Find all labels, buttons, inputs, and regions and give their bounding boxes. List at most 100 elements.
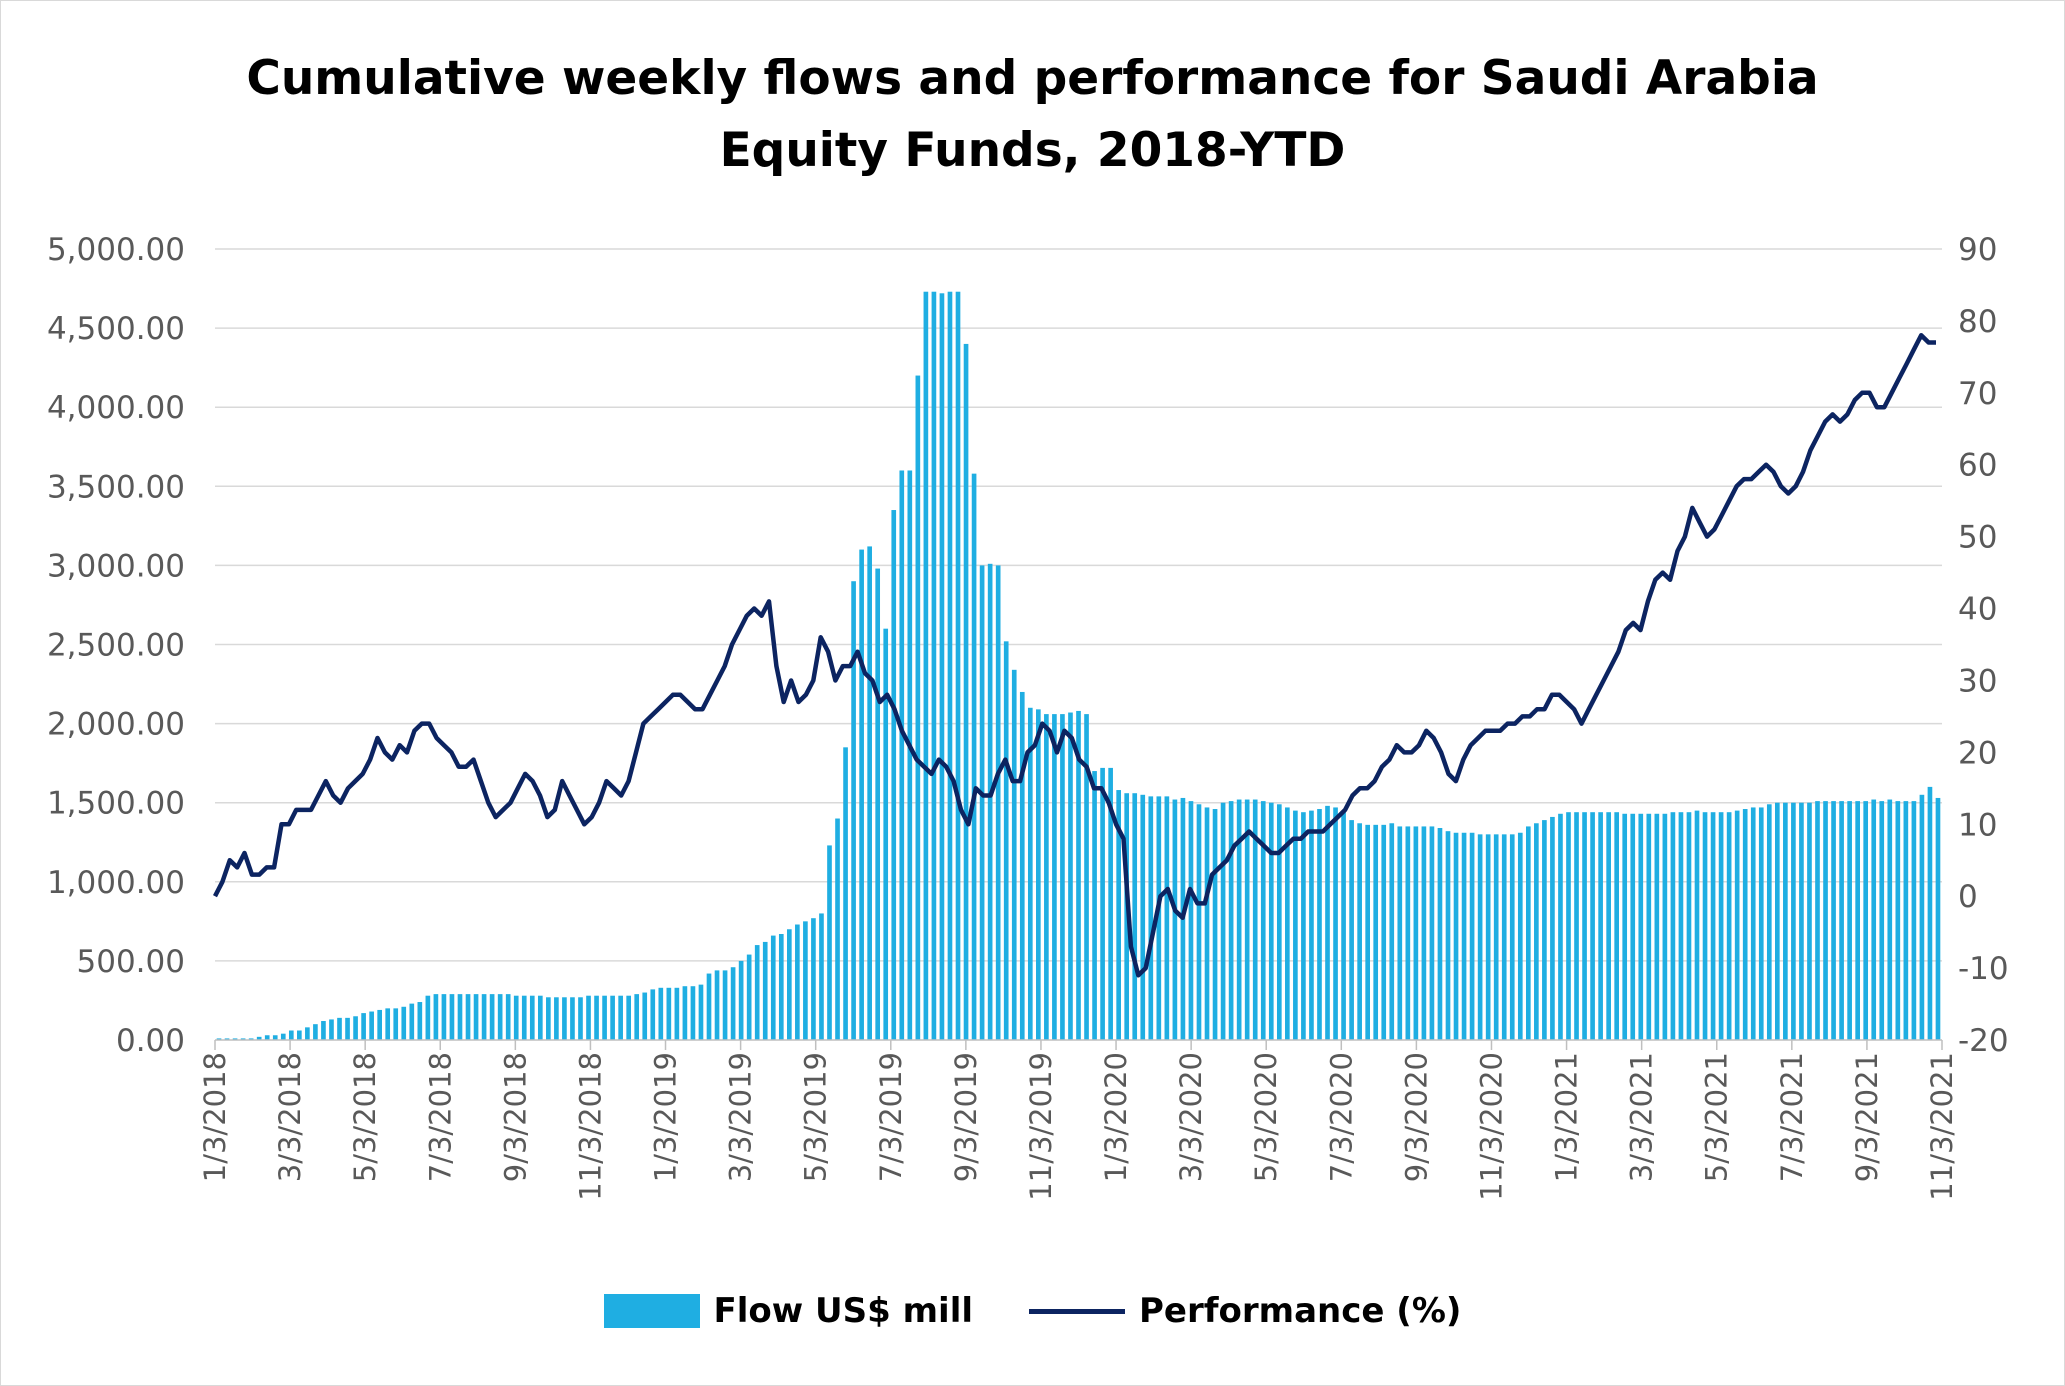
flow-bar — [417, 1002, 423, 1040]
flow-bar — [1646, 813, 1652, 1040]
y-left-tick-label: 3,500.00 — [47, 469, 185, 505]
flow-bar — [1116, 790, 1121, 1040]
flow-bar — [1244, 799, 1250, 1040]
flow-bar — [891, 510, 897, 1040]
flow-bar — [1485, 834, 1491, 1040]
flow-bar — [746, 954, 752, 1040]
flow-bar — [529, 995, 535, 1040]
flow-bar — [1333, 807, 1338, 1040]
flow-bar — [1204, 807, 1210, 1040]
flow-bar — [1542, 820, 1547, 1040]
flow-bar — [554, 997, 559, 1040]
flow-bar — [1791, 802, 1796, 1040]
flow-bar — [650, 989, 656, 1040]
flow-bar — [329, 1019, 334, 1040]
flow-bar — [682, 986, 688, 1040]
flow-bar — [610, 995, 615, 1040]
flow-bar — [264, 1035, 270, 1040]
flow-bar — [1196, 804, 1202, 1040]
legend: Flow US$ mill Performance (%) — [1, 1291, 2064, 1331]
x-tick-label: 3/3/2018 — [273, 1052, 307, 1182]
flow-bar — [1839, 801, 1844, 1040]
flow-bar — [1068, 712, 1073, 1040]
y-right-tick-label: 40 — [1958, 592, 1997, 628]
flow-bar — [1421, 826, 1427, 1040]
flow-bar — [1236, 799, 1242, 1040]
flow-bar — [955, 291, 961, 1040]
flow-bar — [1742, 809, 1748, 1040]
flow-bar — [827, 845, 832, 1040]
flow-bar — [1301, 812, 1306, 1040]
y-right-tick-label: 20 — [1958, 735, 1997, 771]
flow-bar — [1871, 799, 1877, 1040]
flow-bar — [1630, 813, 1636, 1040]
flow-bar — [1598, 812, 1603, 1040]
flow-bar — [811, 918, 816, 1040]
flow-bar — [297, 1030, 302, 1040]
flow-bar — [1003, 641, 1009, 1040]
flow-bar — [1935, 797, 1941, 1040]
flow-bar — [1807, 802, 1812, 1040]
flow-bar — [1365, 824, 1371, 1040]
flow-bar — [1678, 812, 1684, 1040]
flow-bar — [345, 1017, 350, 1040]
flow-bar — [995, 565, 1001, 1040]
flow-bar — [1718, 812, 1724, 1040]
flow-bar — [1879, 801, 1885, 1040]
flow-bar — [1228, 801, 1234, 1040]
flow-bar — [1011, 669, 1017, 1040]
flow-bar — [1534, 823, 1539, 1040]
x-tick-label: 7/3/2019 — [874, 1052, 908, 1182]
flow-bar — [1461, 832, 1467, 1040]
flow-bar — [931, 291, 937, 1040]
flow-bar — [1887, 799, 1893, 1040]
y-right-tick-label: 30 — [1958, 663, 1997, 699]
flow-bar — [698, 984, 704, 1040]
flow-bar — [1027, 707, 1033, 1040]
flow-bar — [232, 1038, 238, 1040]
flow-bar — [586, 995, 591, 1040]
flow-bar — [1156, 796, 1162, 1040]
flow-bar — [1469, 832, 1475, 1040]
flow-bar — [803, 921, 808, 1040]
y-axis-left: 0.00 500.00 1,000.00 1,500.00 2,000.00 2,500.… — [47, 232, 185, 1059]
flow-bar — [1036, 709, 1041, 1040]
flow-bar — [433, 994, 439, 1040]
flow-bar — [562, 997, 567, 1040]
flow-bar — [1076, 710, 1081, 1040]
flow-bar — [1373, 824, 1379, 1040]
flow-bar — [1509, 834, 1515, 1040]
flow-bar — [907, 470, 913, 1041]
legend-swatch-flow — [603, 1294, 700, 1328]
flow-bar — [401, 1006, 407, 1040]
x-tick-label: 3/3/2020 — [1174, 1052, 1208, 1182]
flow-bar — [883, 628, 889, 1040]
flow-bar — [1293, 810, 1298, 1040]
flow-bar — [1694, 810, 1700, 1040]
legend-swatch-performance — [1029, 1308, 1126, 1314]
flow-bar — [505, 994, 511, 1040]
flow-bar — [859, 549, 864, 1040]
flow-bar — [778, 934, 784, 1040]
flow-bar — [457, 994, 463, 1040]
performance-line — [212, 333, 1936, 978]
flow-bar — [1525, 826, 1531, 1040]
flow-bar — [1429, 826, 1435, 1040]
flow-bar — [923, 291, 929, 1040]
flow-bar — [770, 935, 776, 1040]
y-left-tick-label: 5,000.00 — [47, 232, 185, 268]
flow-bar — [1100, 767, 1105, 1040]
flow-bar — [714, 970, 720, 1040]
flow-bar — [1766, 804, 1772, 1040]
flow-bar — [674, 987, 680, 1040]
flow-bar — [939, 293, 945, 1040]
flow-bar — [658, 987, 664, 1040]
flow-bar — [361, 1013, 366, 1040]
x-tick-label: 11/3/2018 — [573, 1052, 607, 1201]
flow-bar — [1662, 813, 1668, 1040]
x-tick-label: 11/3/2021 — [1925, 1052, 1959, 1201]
flow-bar — [1019, 691, 1025, 1040]
y-left-tick-label: 2,000.00 — [47, 707, 185, 743]
flow-bar — [947, 291, 953, 1040]
